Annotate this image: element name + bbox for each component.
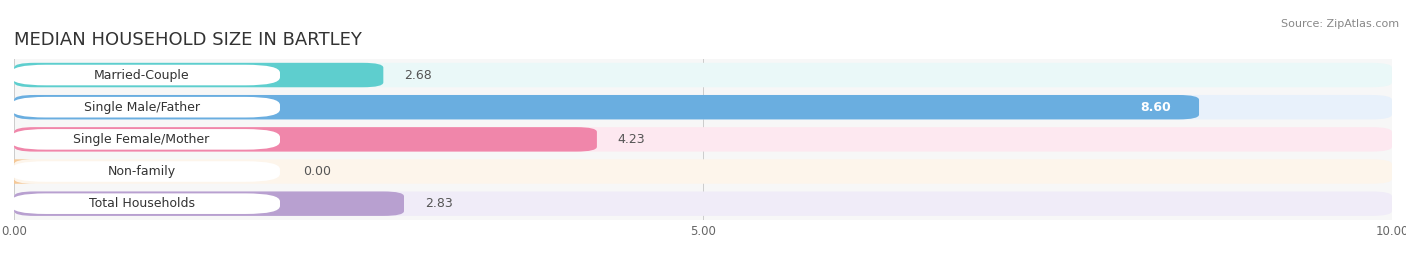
FancyBboxPatch shape xyxy=(14,63,384,87)
FancyBboxPatch shape xyxy=(11,161,280,182)
FancyBboxPatch shape xyxy=(11,65,280,85)
FancyBboxPatch shape xyxy=(11,97,280,117)
FancyBboxPatch shape xyxy=(14,191,1392,216)
Text: Non-family: Non-family xyxy=(107,165,176,178)
FancyBboxPatch shape xyxy=(14,95,1199,120)
Text: MEDIAN HOUSEHOLD SIZE IN BARTLEY: MEDIAN HOUSEHOLD SIZE IN BARTLEY xyxy=(14,31,361,49)
Text: Single Male/Father: Single Male/Father xyxy=(83,101,200,114)
FancyBboxPatch shape xyxy=(14,191,404,216)
Text: Total Households: Total Households xyxy=(89,197,194,210)
FancyBboxPatch shape xyxy=(14,95,1392,120)
Text: Single Female/Mother: Single Female/Mother xyxy=(73,133,209,146)
Text: 8.60: 8.60 xyxy=(1140,101,1171,114)
Text: 2.68: 2.68 xyxy=(404,69,432,81)
FancyBboxPatch shape xyxy=(14,63,1392,87)
FancyBboxPatch shape xyxy=(14,127,598,152)
Text: Source: ZipAtlas.com: Source: ZipAtlas.com xyxy=(1281,19,1399,29)
FancyBboxPatch shape xyxy=(14,159,1392,184)
Text: Married-Couple: Married-Couple xyxy=(94,69,190,81)
Text: 0.00: 0.00 xyxy=(304,165,332,178)
Text: 2.83: 2.83 xyxy=(425,197,453,210)
FancyBboxPatch shape xyxy=(11,129,280,150)
Text: 4.23: 4.23 xyxy=(617,133,645,146)
FancyBboxPatch shape xyxy=(0,159,35,184)
FancyBboxPatch shape xyxy=(14,127,1392,152)
FancyBboxPatch shape xyxy=(11,193,280,214)
